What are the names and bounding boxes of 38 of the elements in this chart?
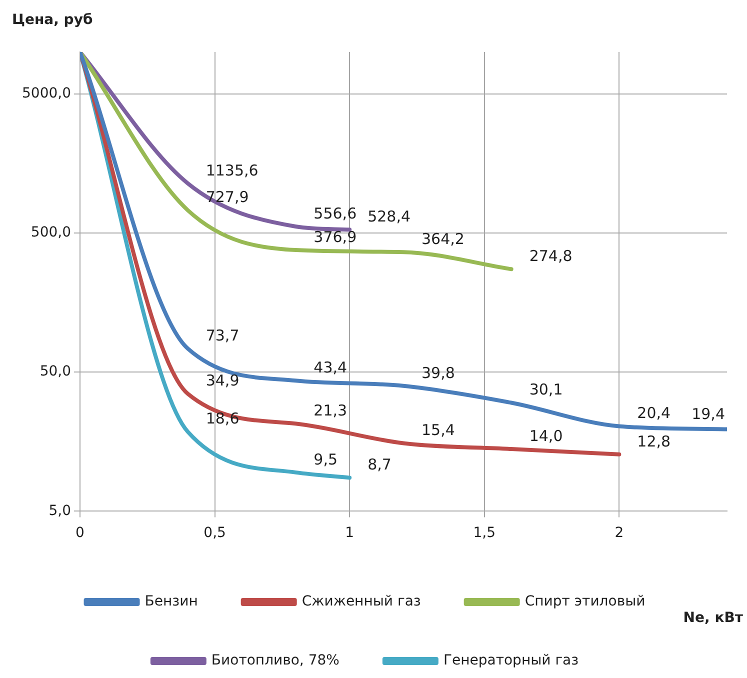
- x-tick-label: 0: [76, 525, 84, 542]
- data-label: 556,6: [314, 204, 357, 222]
- data-label: 14,0: [529, 426, 563, 445]
- data-label: 9,5: [314, 450, 338, 468]
- y-axis-title: Цена, руб: [12, 12, 93, 28]
- data-label: 21,3: [314, 402, 348, 420]
- data-label: 39,8: [422, 364, 455, 382]
- y-tick-label: 50,0: [40, 364, 71, 380]
- legend-label: Генераторный газ: [443, 652, 579, 669]
- x-tick-label: 1,5: [473, 525, 496, 542]
- data-label: 364,2: [422, 230, 464, 248]
- data-label: 18,6: [206, 410, 240, 428]
- data-label: 43,4: [314, 358, 348, 377]
- data-label: 20,4: [637, 404, 671, 422]
- data-label: 1135,6: [206, 161, 258, 180]
- y-tick-label: 5000,0: [22, 86, 71, 102]
- y-tick-label: 5,0: [48, 502, 71, 519]
- line-series: [80, 52, 514, 272]
- data-label: 727,9: [206, 188, 249, 206]
- data-label: 30,1: [529, 380, 563, 399]
- data-label: 73,7: [206, 326, 240, 345]
- y-tick-label: 500,0: [30, 224, 71, 241]
- data-label: 528,4: [368, 208, 411, 226]
- data-label: 8,7: [368, 456, 392, 474]
- data-label: 274,8: [529, 247, 572, 266]
- legend-label: Сжиженный газ: [302, 594, 421, 610]
- x-tick-label: 0,5: [204, 525, 226, 542]
- legend-label: Бензин: [144, 594, 198, 610]
- data-label: 15,4: [422, 421, 455, 440]
- legend-label: Биотопливо, 78%: [211, 652, 340, 669]
- x-tick-label: 1: [345, 525, 354, 542]
- data-label: 12,8: [637, 432, 671, 450]
- data-label: 376,9: [314, 228, 357, 246]
- x-tick-label: 2: [614, 525, 624, 542]
- legend-label: Спирт этиловый: [524, 594, 646, 610]
- data-label: 19,4: [692, 405, 725, 424]
- data-label: 34,9: [206, 372, 240, 390]
- x-axis-title: Ne, кВт: [683, 610, 743, 626]
